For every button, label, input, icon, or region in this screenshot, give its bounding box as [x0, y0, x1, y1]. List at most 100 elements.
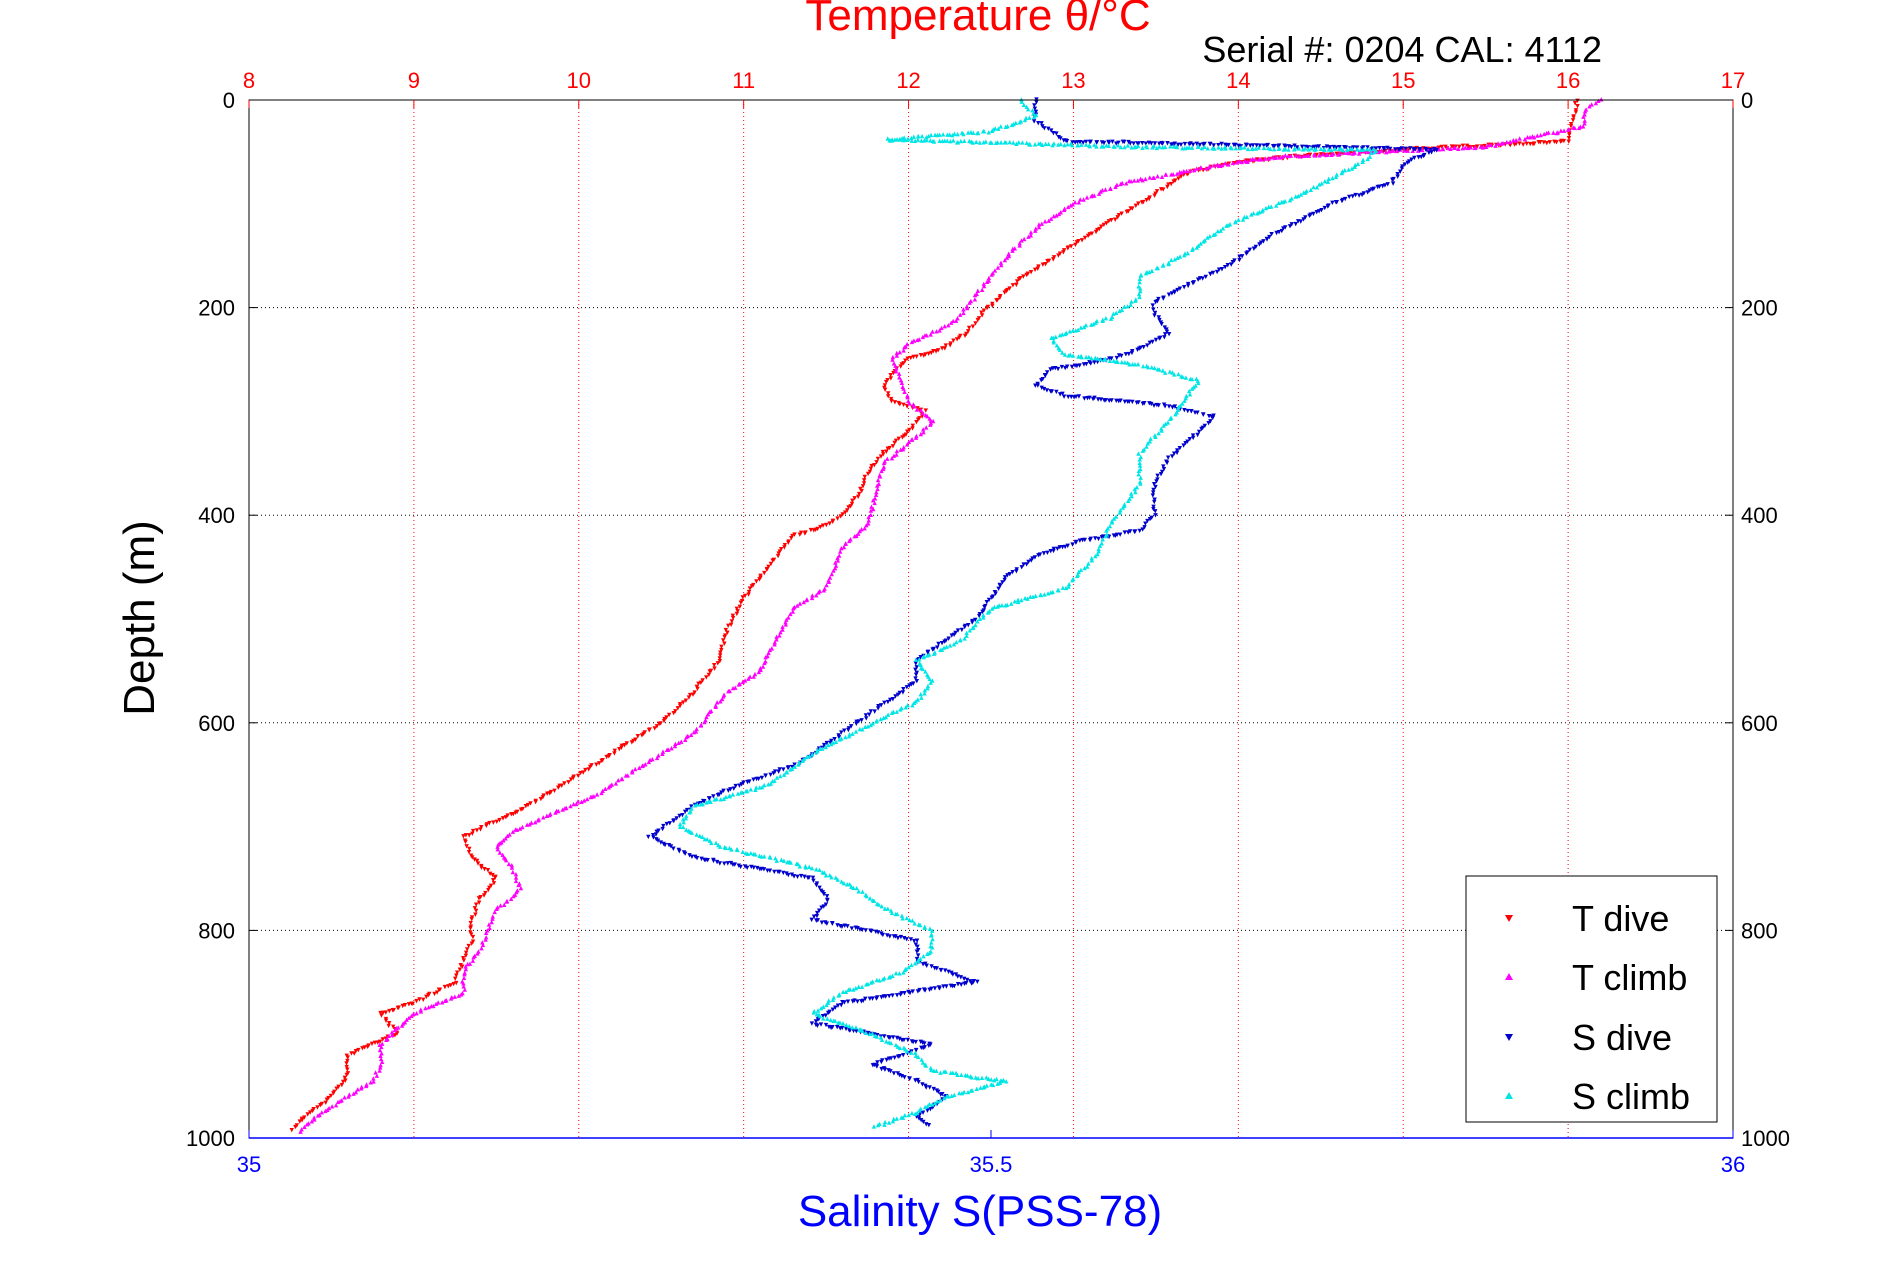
- data-point-s-climb: [1098, 357, 1103, 362]
- data-point-s-dive: [711, 794, 716, 799]
- data-point-t-climb: [616, 777, 621, 783]
- data-point-s-dive: [1064, 364, 1070, 369]
- data-point-s-dive: [1369, 187, 1375, 192]
- data-point-t-climb: [363, 1083, 369, 1089]
- data-point-s-climb: [1138, 286, 1143, 291]
- data-point-t-climb: [913, 435, 919, 440]
- data-point-t-climb: [714, 700, 720, 705]
- data-point-t-dive: [965, 329, 971, 334]
- data-point-t-dive: [970, 324, 976, 329]
- data-point-t-climb: [1138, 176, 1143, 182]
- data-point-t-dive: [1184, 172, 1190, 177]
- data-point-s-climb: [836, 993, 841, 998]
- data-point-t-climb: [377, 1068, 382, 1073]
- data-point-t-dive: [342, 1075, 347, 1080]
- data-point-s-climb: [1263, 205, 1269, 211]
- data-point-s-climb: [729, 847, 734, 852]
- data-point-s-climb: [897, 971, 902, 976]
- data-point-s-dive: [761, 867, 767, 872]
- data-point-s-dive: [868, 709, 874, 714]
- data-point-s-dive: [875, 1060, 880, 1065]
- data-point-s-dive: [768, 772, 773, 777]
- data-point-t-climb: [1036, 224, 1042, 230]
- data-point-t-climb: [1184, 168, 1189, 174]
- data-point-t-climb: [1288, 153, 1294, 158]
- data-point-s-dive: [1045, 550, 1050, 556]
- data-point-s-climb: [1024, 140, 1029, 145]
- data-point-t-climb: [902, 389, 907, 394]
- data-point-s-climb: [935, 1099, 940, 1104]
- data-point-s-dive: [908, 937, 914, 942]
- data-point-s-climb: [1125, 143, 1131, 148]
- data-point-t-dive: [344, 1064, 349, 1070]
- data-point-t-climb: [1163, 172, 1168, 177]
- data-point-s-climb: [1309, 146, 1314, 151]
- data-point-t-dive: [479, 865, 484, 870]
- data-point-s-dive: [1170, 454, 1175, 459]
- data-point-t-dive: [453, 976, 458, 981]
- data-point-t-dive: [1014, 279, 1020, 284]
- data-point-s-dive: [817, 885, 822, 891]
- data-point-s-climb: [1129, 491, 1134, 496]
- data-point-t-climb: [999, 262, 1004, 268]
- data-point-s-climb: [784, 769, 789, 775]
- data-point-s-dive: [1367, 188, 1372, 193]
- data-point-t-climb: [1463, 145, 1468, 150]
- data-point-s-dive: [1153, 513, 1158, 518]
- data-point-s-climb: [1266, 204, 1271, 210]
- data-point-s-dive: [955, 628, 961, 633]
- data-point-s-dive: [1162, 335, 1167, 340]
- data-point-s-climb: [1022, 117, 1028, 123]
- data-point-t-dive: [856, 491, 862, 497]
- data-point-s-climb: [1107, 358, 1113, 364]
- data-point-t-dive: [1530, 141, 1536, 147]
- data-point-s-dive: [1041, 386, 1047, 392]
- data-point-s-dive: [839, 730, 844, 735]
- data-point-s-climb: [854, 885, 859, 891]
- data-point-t-climb: [920, 411, 926, 416]
- data-point-s-dive: [1181, 285, 1187, 290]
- data-point-t-climb: [713, 704, 718, 710]
- data-point-s-climb: [1021, 102, 1027, 107]
- data-point-s-climb: [1075, 143, 1081, 148]
- data-point-s-climb: [913, 1050, 918, 1055]
- data-point-t-climb: [1135, 178, 1141, 183]
- data-point-t-dive: [1101, 222, 1107, 228]
- data-point-t-dive: [722, 635, 727, 640]
- data-point-s-dive: [909, 682, 914, 687]
- data-point-t-climb: [1460, 145, 1465, 151]
- data-point-s-climb: [1137, 479, 1143, 484]
- data-point-s-climb: [1057, 332, 1063, 338]
- data-point-t-climb: [1039, 221, 1044, 226]
- data-point-t-climb: [897, 375, 902, 380]
- data-point-t-climb: [1402, 148, 1407, 153]
- data-point-s-dive: [970, 620, 975, 625]
- data-point-t-dive: [762, 570, 767, 576]
- data-point-t-dive: [570, 775, 576, 781]
- data-point-s-climb: [965, 1089, 971, 1095]
- data-point-t-dive: [861, 478, 867, 483]
- data-point-t-climb: [1076, 200, 1082, 205]
- data-point-s-dive: [845, 999, 851, 1004]
- data-point-s-climb: [1162, 144, 1168, 150]
- data-point-s-climb: [1259, 209, 1265, 214]
- data-point-s-climb: [1109, 520, 1115, 525]
- data-point-s-climb: [1128, 302, 1133, 307]
- data-point-s-climb: [1053, 334, 1058, 339]
- data-point-t-dive: [328, 1093, 334, 1099]
- data-point-s-climb: [894, 709, 900, 714]
- data-point-s-climb: [768, 855, 773, 860]
- data-point-t-climb: [1036, 222, 1042, 227]
- data-point-s-dive: [1244, 142, 1249, 148]
- data-point-s-dive: [872, 709, 877, 714]
- data-point-t-dive: [1085, 233, 1091, 239]
- data-point-s-climb: [870, 721, 875, 726]
- data-point-s-dive: [1073, 394, 1079, 399]
- legend: T dive T climb S dive S climb: [1465, 875, 1718, 1123]
- data-point-s-dive: [859, 999, 864, 1004]
- data-point-s-climb: [1003, 1079, 1009, 1084]
- data-point-s-dive: [725, 861, 730, 866]
- data-point-t-climb: [835, 555, 840, 561]
- data-point-t-dive: [994, 298, 999, 303]
- data-point-t-dive: [933, 349, 939, 354]
